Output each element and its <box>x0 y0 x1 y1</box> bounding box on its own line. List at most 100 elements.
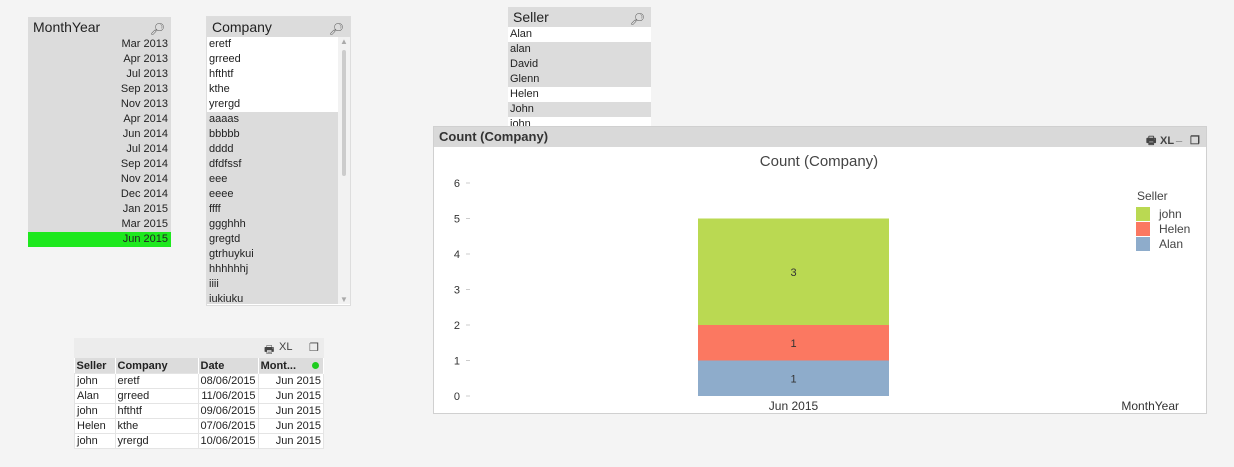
restore-icon[interactable]: ❐ <box>1190 135 1200 147</box>
x-axis-label: MonthYear <box>1121 399 1179 412</box>
table-box-header: 🖶 XL ❐ <box>74 338 324 358</box>
table-cell: grreed <box>114 388 199 404</box>
list-item[interactable]: Jul 2014 <box>126 143 168 155</box>
list-item[interactable]: Glenn <box>508 72 651 87</box>
chart-box-header: Count (Company) 🖶 XL _ ❐ <box>434 127 1206 147</box>
table-row[interactable]: Alan grreed 11/06/2015 Jun 2015 <box>74 388 325 404</box>
table-cell: Jun 2015 <box>257 418 325 434</box>
list-item[interactable]: Jan 2015 <box>122 203 168 215</box>
table-row[interactable]: john eretf 08/06/2015 Jun 2015 <box>74 373 325 389</box>
table-cell: kthe <box>114 418 199 434</box>
table-cell: Helen <box>74 418 116 434</box>
legend-item: john <box>1158 207 1182 221</box>
seller-header: Seller 🔎︎ <box>508 7 651 27</box>
company-listbox: Company 🔎︎ eretf grreed hfthtf kthe yrergd aa… <box>206 16 351 306</box>
restore-icon[interactable]: ❐ <box>309 342 319 354</box>
list-item[interactable]: hfthtf <box>207 67 338 82</box>
list-item[interactable]: Dec 2014 <box>120 188 168 200</box>
list-item[interactable]: grreed <box>207 52 338 67</box>
bar-segment-john <box>698 218 889 325</box>
list-item[interactable]: eee <box>207 172 338 187</box>
list-item[interactable]: bbbbb <box>207 127 338 142</box>
list-item[interactable]: iiii <box>207 277 338 292</box>
data-label: 3 <box>790 267 796 279</box>
list-item[interactable]: Nov 2013 <box>120 98 168 110</box>
list-item[interactable]: Mar 2013 <box>121 38 168 50</box>
legend-swatch <box>1136 237 1150 251</box>
list-item[interactable]: dfdfssf <box>207 157 338 172</box>
bar-chart: Count (Company) 0 1 2 3 4 5 6 1 1 3 Jun 2015 MonthYe… <box>454 153 1190 412</box>
monthyear-listbox: MonthYear 🔎︎ Mar 2013 Apr 2013 Jul 2013 Sep… <box>28 17 171 247</box>
table-cell: 10/06/2015 <box>197 433 259 449</box>
y-tick-label: 1 <box>454 356 460 368</box>
column-header-seller[interactable]: Seller <box>74 358 116 374</box>
list-item[interactable]: Alan <box>508 27 651 42</box>
monthyear-title: MonthYear <box>33 19 101 35</box>
excel-icon[interactable]: XL <box>1160 135 1175 147</box>
table-box: 🖶 XL ❐ Seller Company Date Mont... john e… <box>74 338 325 450</box>
table-cell: yrergd <box>114 433 199 449</box>
table-row[interactable]: Helen kthe 07/06/2015 Jun 2015 <box>74 418 325 434</box>
list-item[interactable]: Sep 2014 <box>120 158 168 170</box>
print-icon[interactable]: 🖶 <box>264 344 275 356</box>
search-icon[interactable]: 🔎︎ <box>328 22 344 36</box>
search-icon[interactable]: 🔎︎ <box>629 12 645 26</box>
list-item[interactable]: eeee <box>207 187 338 202</box>
minimize-icon[interactable]: _ <box>1176 131 1183 143</box>
straight-table: Seller Company Date Mont... john eretf 08/… <box>74 358 325 449</box>
list-item[interactable]: Jun 2014 <box>122 128 168 140</box>
list-item[interactable]: hhhhhhj <box>207 262 338 277</box>
column-header-company[interactable]: Company <box>115 358 199 374</box>
table-cell: 08/06/2015 <box>197 373 259 389</box>
table-row[interactable]: john yrergd 10/06/2015 Jun 2015 <box>74 433 325 449</box>
table-cell: hfthtf <box>114 403 199 419</box>
x-tick-label: Jun 2015 <box>769 399 819 412</box>
table-cell: 11/06/2015 <box>197 388 259 404</box>
scroll-down-icon[interactable]: ▼ <box>340 295 348 304</box>
company-list: eretf grreed hfthtf kthe yrergd aaaas bbbbb ddd… <box>207 37 338 304</box>
list-item[interactable]: ggghhh <box>207 217 338 232</box>
data-label: 1 <box>790 373 796 385</box>
scroll-thumb[interactable] <box>342 50 346 176</box>
table-cell: Jun 2015 <box>257 373 325 389</box>
search-icon[interactable]: 🔎︎ <box>149 22 165 36</box>
chart-title: Count (Company) <box>760 153 878 170</box>
company-scrollbar[interactable]: ▲ ▼ <box>338 37 350 304</box>
chart-caption: Count (Company) <box>439 129 549 144</box>
list-item[interactable]: Jun 2015 <box>28 232 171 247</box>
list-item[interactable]: Apr 2014 <box>123 113 168 125</box>
column-header-label: Mont... <box>260 359 296 372</box>
list-item[interactable]: Sep 2013 <box>120 83 168 95</box>
list-item[interactable]: dddd <box>207 142 338 157</box>
list-item[interactable]: Nov 2014 <box>120 173 168 185</box>
list-item[interactable]: aaaas <box>207 112 338 127</box>
seller-title: Seller <box>513 9 549 25</box>
table-cell: john <box>74 433 116 449</box>
list-item[interactable]: yrergd <box>207 97 338 112</box>
table-cell: Jun 2015 <box>257 403 325 419</box>
list-item[interactable]: John <box>508 102 651 117</box>
scroll-up-icon[interactable]: ▲ <box>340 37 348 46</box>
list-item[interactable]: ffff <box>207 202 338 217</box>
y-tick-label: 3 <box>454 285 460 297</box>
y-tick-label: 0 <box>454 391 460 403</box>
list-item[interactable]: iukiuku <box>207 292 338 304</box>
table-cell: john <box>74 403 116 419</box>
list-item[interactable]: alan <box>508 42 651 57</box>
list-item[interactable]: David <box>508 57 651 72</box>
list-item[interactable]: eretf <box>207 37 338 52</box>
table-row[interactable]: john hfthtf 09/06/2015 Jun 2015 <box>74 403 325 419</box>
list-item[interactable]: Jul 2013 <box>126 68 168 80</box>
column-header-monthyear[interactable]: Mont... <box>258 358 325 374</box>
print-icon[interactable]: 🖶 <box>1146 135 1157 147</box>
excel-icon[interactable]: XL <box>279 341 293 353</box>
y-tick-label: 6 <box>454 178 460 190</box>
list-item[interactable]: gregtd <box>207 232 338 247</box>
list-item[interactable]: Mar 2015 <box>121 218 168 230</box>
list-item[interactable]: Helen <box>508 87 651 102</box>
list-item[interactable]: kthe <box>207 82 338 97</box>
list-item[interactable]: gtrhuykui <box>207 247 338 262</box>
list-item[interactable]: Apr 2013 <box>123 53 168 65</box>
data-label: 1 <box>790 338 796 350</box>
column-header-date[interactable]: Date <box>198 358 259 374</box>
